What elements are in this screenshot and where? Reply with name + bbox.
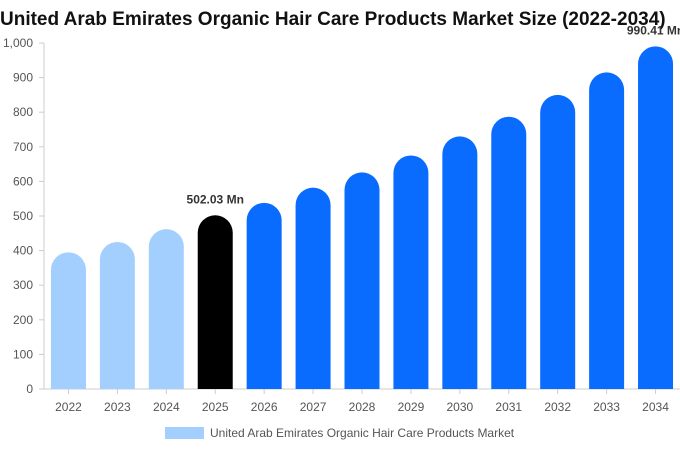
- x-tick-label: 2022: [55, 400, 82, 414]
- data-label: 502.03 Mn: [187, 192, 244, 206]
- bars: [50, 46, 674, 390]
- x-tick-label: 2025: [202, 400, 229, 414]
- x-tick-label: 2031: [495, 400, 522, 414]
- x-tick-label: 2034: [642, 400, 669, 414]
- bar-2025: [197, 215, 233, 389]
- labels: 2022 2023 2024 2025 502.03 Mn 2026 2027 2028 202…: [55, 23, 680, 414]
- y-tick-label: 700: [13, 140, 33, 154]
- x-tick-label: 2026: [251, 400, 278, 414]
- bar-2030: [442, 136, 478, 389]
- bar-2034: [638, 46, 674, 389]
- y-tick-label: 100: [13, 347, 33, 361]
- bar-2028: [344, 172, 380, 389]
- y-tick-label: 200: [13, 313, 33, 327]
- y-tick-label: 600: [13, 174, 33, 188]
- x-tick-label: 2024: [153, 400, 180, 414]
- bar-2027: [295, 187, 331, 389]
- bar-2024: [148, 229, 184, 389]
- bar-2023: [99, 241, 135, 389]
- x-tick-label: 2023: [104, 400, 131, 414]
- chart-title: United Arab Emirates Organic Hair Care P…: [0, 9, 666, 30]
- x-tick-label: 2028: [349, 400, 376, 414]
- x-tick-label: 2029: [398, 400, 425, 414]
- legend: United Arab Emirates Organic Hair Care P…: [165, 426, 514, 440]
- y-tick-label: 500: [13, 209, 33, 223]
- bar-2022: [50, 252, 86, 389]
- bar-2031: [491, 116, 527, 389]
- x-tick-label: 2033: [593, 400, 620, 414]
- y-tick-label: 400: [13, 244, 33, 258]
- axes: 0 100 200 300 400 500 600 700 800 900 1,000: [3, 36, 680, 396]
- x-tick-label: 2030: [446, 400, 473, 414]
- x-tick-label: 2032: [544, 400, 571, 414]
- y-tick-label: 800: [13, 105, 33, 119]
- y-tick-label: 900: [13, 71, 33, 85]
- data-label: 990.41 Mn: [627, 23, 680, 37]
- bar-2033: [589, 72, 625, 389]
- y-tick-label: 1,000: [3, 36, 33, 50]
- x-tick-label: 2027: [300, 400, 327, 414]
- legend-swatch: [165, 427, 204, 439]
- y-tick-label: 300: [13, 278, 33, 292]
- legend-label: United Arab Emirates Organic Hair Care P…: [210, 426, 515, 440]
- bar-2029: [393, 155, 429, 389]
- bar-2032: [540, 94, 576, 390]
- y-tick-label: 0: [26, 382, 33, 396]
- bar-2026: [246, 202, 282, 389]
